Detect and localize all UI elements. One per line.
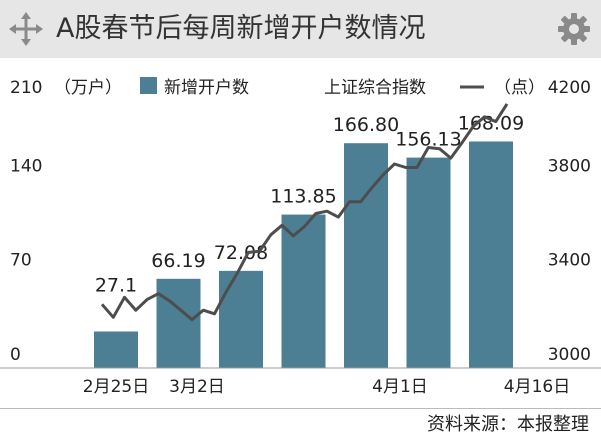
- right-axis-unit-label: （点）: [494, 78, 545, 98]
- bar-value-label: 27.1: [95, 274, 137, 296]
- left-axis-value-label: 210: [10, 78, 42, 98]
- left-axis-tick-label: 70: [10, 251, 32, 271]
- right-axis-tick-label: 3000: [548, 345, 591, 365]
- left-axis-tick-label: 0: [10, 345, 21, 365]
- bar: [281, 214, 326, 368]
- bar-value-label: 168.09: [458, 112, 524, 134]
- bar-value-label: 72.08: [214, 242, 268, 264]
- x-axis-tick-label: 4月16日: [504, 377, 570, 397]
- bar-value-label: 166.80: [333, 114, 399, 136]
- legend-line-label: 上证综合指数: [324, 78, 426, 98]
- right-axis-tick-label: 3800: [548, 156, 591, 176]
- right-axis-top-label: 4200: [548, 78, 591, 98]
- bar: [406, 157, 451, 368]
- bar-value-label: 66.19: [151, 250, 205, 272]
- bar: [469, 141, 513, 368]
- x-axis-tick-label: 2月25日: [83, 377, 149, 397]
- chart-header: A股春节后每周新增开户数情况: [0, 0, 601, 58]
- index-line: [100, 103, 509, 322]
- footer-divider: [0, 408, 601, 409]
- x-axis-tick-label: 3月2日: [169, 377, 225, 397]
- left-axis-unit-label: （万户）: [54, 78, 122, 98]
- x-axis-tick-label: 4月1日: [372, 377, 428, 397]
- left-axis-tick-label: 140: [10, 156, 42, 176]
- bar: [219, 270, 263, 368]
- gear-icon[interactable]: [557, 12, 591, 46]
- bar: [156, 278, 201, 368]
- chart-area: 210 （万户） 新增开户数 上证综合指数 （点） 4200 140 70 0 380…: [0, 77, 601, 397]
- page-title: A股春节后每周新增开户数情况: [56, 13, 426, 44]
- legend-bar-swatch: [140, 77, 157, 94]
- bar-value-label: 113.85: [270, 186, 336, 208]
- legend-bar-label: 新增开户数: [164, 78, 249, 98]
- bar: [344, 143, 388, 368]
- source-note: 资料来源：本报整理: [427, 414, 589, 435]
- bar: [94, 331, 138, 368]
- bar-value-label: 156.13: [395, 129, 461, 151]
- move-arrows-icon[interactable]: [8, 11, 44, 47]
- right-axis-tick-label: 3400: [548, 251, 591, 271]
